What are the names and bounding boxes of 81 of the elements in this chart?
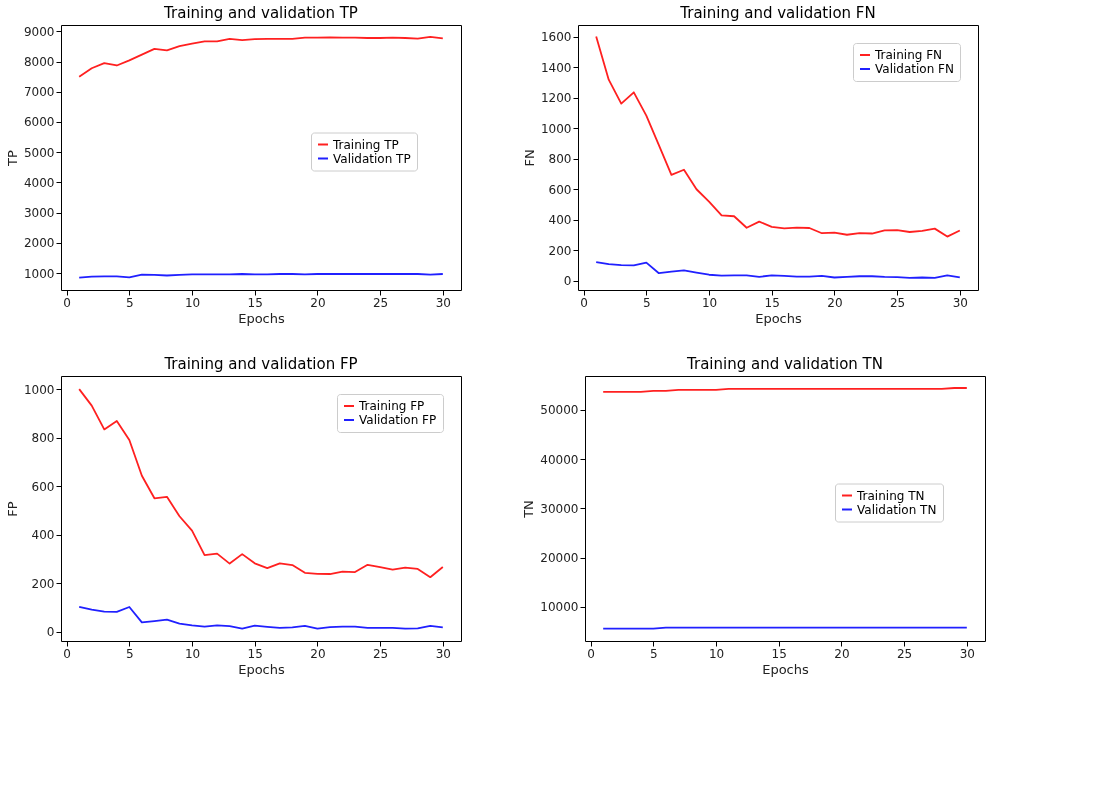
line-series	[78, 388, 444, 579]
y-tick-label: 1400	[540, 60, 572, 75]
y-tick-label: 4000	[23, 175, 55, 190]
y-tick-label: 20000	[540, 551, 579, 566]
y-tick-label: 1000	[23, 382, 55, 397]
y-axis-title: TN	[521, 500, 537, 519]
line-series	[595, 35, 961, 238]
x-tick-label: 5	[126, 646, 134, 661]
y-tick-label: 600	[31, 479, 55, 494]
legend-label: Validation FN	[875, 62, 954, 76]
y-tick-label: 400	[548, 213, 572, 228]
x-tick-label: 15	[247, 646, 263, 661]
y-tick-label: 800	[548, 152, 572, 167]
y-tick-label: 800	[31, 431, 55, 446]
x-tick-label: 10	[184, 295, 201, 310]
legend-label: Validation FP	[359, 413, 437, 427]
x-axis-title: Epochs	[238, 310, 286, 326]
x-tick-label: 0	[63, 646, 71, 661]
x-tick-label: 30	[952, 295, 968, 310]
x-tick-label: 15	[771, 646, 787, 661]
y-tick-label: 50000	[540, 403, 579, 418]
x-tick-label: 30	[435, 295, 451, 310]
x-tick-label: 25	[372, 646, 389, 661]
y-tick-label: 1600	[540, 30, 572, 45]
y-tick-label: 2000	[23, 236, 55, 251]
chart-title: Training and validation FN	[679, 4, 876, 22]
y-tick-label: 0	[563, 274, 572, 289]
y-tick-label: 10000	[540, 600, 579, 615]
x-tick-label: 20	[827, 295, 843, 310]
chart-title: Training and validation TN	[686, 355, 883, 373]
x-tick-label: 5	[650, 646, 658, 661]
x-tick-label: 20	[310, 295, 326, 310]
y-tick-label: 8000	[23, 55, 55, 70]
x-tick-label: 10	[708, 646, 725, 661]
y-tick-label: 1000	[540, 121, 572, 136]
y-axis-title: TP	[4, 149, 20, 167]
line-series	[78, 35, 444, 78]
line-series	[78, 605, 444, 630]
line-series	[595, 261, 961, 279]
legend-label: Training FN	[874, 48, 943, 62]
x-tick-label: 0	[587, 646, 595, 661]
y-tick-label: 200	[548, 243, 572, 258]
legend-label: Training FP	[358, 399, 425, 413]
y-axis-title: FN	[521, 149, 537, 167]
x-axis-title: Epochs	[762, 661, 810, 677]
x-tick-label: 10	[184, 646, 201, 661]
y-tick-label: 30000	[540, 501, 579, 516]
x-tick-label: 0	[63, 295, 71, 310]
y-tick-label: 7000	[23, 85, 55, 100]
y-tick-label: 0	[46, 625, 55, 640]
y-tick-label: 200	[31, 576, 55, 591]
legend-label: Validation TN	[857, 502, 937, 517]
x-tick-label: 25	[889, 295, 906, 310]
x-tick-label: 5	[126, 295, 134, 310]
x-tick-label: 30	[435, 646, 451, 661]
x-tick-label: 25	[372, 295, 389, 310]
y-tick-label: 5000	[23, 145, 55, 160]
y-tick-label: 3000	[23, 206, 55, 221]
x-tick-label: 15	[247, 295, 263, 310]
chart-title: Training and validation TP	[163, 4, 358, 22]
x-tick-label: 15	[764, 295, 780, 310]
x-tick-label: 5	[643, 295, 651, 310]
x-tick-label: 10	[701, 295, 718, 310]
y-tick-label: 1000	[23, 266, 55, 281]
y-tick-label: 600	[548, 182, 572, 197]
legend-label: Training TN	[856, 488, 925, 503]
y-tick-label: 9000	[23, 24, 55, 39]
x-axis-title: Epochs	[238, 661, 286, 677]
y-tick-label: 400	[31, 528, 55, 543]
x-tick-label: 20	[310, 646, 326, 661]
legend-label: Validation TP	[333, 151, 411, 166]
y-axis-title: FP	[4, 501, 20, 517]
legend-label: Training TP	[332, 137, 399, 152]
x-tick-label: 25	[896, 646, 913, 661]
x-tick-label: 20	[834, 646, 850, 661]
x-tick-label: 30	[959, 646, 975, 661]
y-tick-label: 6000	[23, 115, 55, 130]
y-tick-label: 1200	[540, 91, 572, 106]
chart-title: Training and validation FP	[163, 355, 358, 373]
y-tick-label: 40000	[540, 452, 579, 467]
x-axis-title: Epochs	[755, 310, 803, 326]
